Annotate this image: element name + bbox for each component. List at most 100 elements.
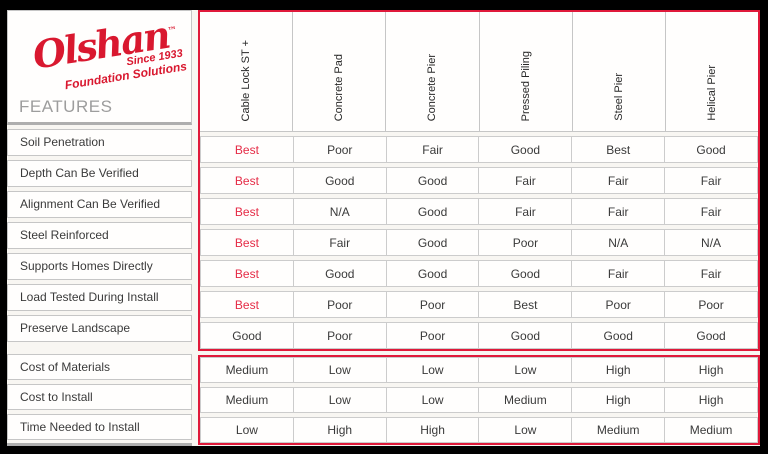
value-cell: Low [479,357,573,383]
column-header-label: Helical Pier [705,65,718,121]
features-header: FEATURES [19,96,113,116]
value-cell: Good [293,260,387,287]
value-cell: Poor [293,136,387,163]
features-column: Olshan™ Since 1933 Foundation Solutions … [7,10,192,447]
column-header-pressed-piling: Pressed Piling [479,12,573,132]
value-cell: Poor [293,291,387,318]
value-cell: Medium [479,387,573,413]
value-cell: Good [572,322,666,349]
trademark-symbol: ™ [167,25,178,37]
value-row-alignment-can-be-verified: Best N/A Good Fair Fair Fair [200,198,758,225]
value-cell: Fair [572,260,666,287]
value-cell: Low [293,387,387,413]
value-cell: Good [479,322,573,349]
value-cell: Low [386,357,480,383]
value-cell: Low [293,357,387,383]
value-cell: High [572,387,666,413]
value-cell: Best [200,198,294,225]
values-grid: Cable Lock ST + Concrete Pad Concrete Pier… [198,10,760,446]
value-cell: High [293,417,387,443]
value-cell: Good [479,260,573,287]
value-row-preserve-landscape: Good Poor Poor Good Good Good [200,322,758,349]
logo-cell: Olshan™ Since 1933 Foundation Solutions … [7,10,192,125]
value-row-load-tested-during-install: Best Poor Poor Best Poor Poor [200,291,758,318]
value-cell: Poor [665,291,758,318]
row-label-load-tested-during-install: Load Tested During Install [7,283,192,311]
row-label-steel-reinforced: Steel Reinforced [7,221,192,249]
value-cell: Best [200,229,294,256]
row-label-cost-to-install: Cost to Install [7,384,192,411]
row-label-preserve-landscape: Preserve Landscape [7,314,192,342]
value-cell: Good [386,260,480,287]
value-cell: Medium [665,417,758,443]
bottom-rule [7,443,192,447]
olshan-logo: Olshan™ Since 1933 Foundation Solutions [30,12,188,97]
comparison-table: Olshan™ Since 1933 Foundation Solutions … [7,10,760,447]
value-cell: Good [386,167,480,194]
value-cell: Fair [572,198,666,225]
value-cell: High [665,387,758,413]
value-cell: Poor [479,229,573,256]
value-cell: N/A [665,229,758,256]
value-cell: Fair [479,167,573,194]
value-cell: Low [479,417,573,443]
value-cell: N/A [293,198,387,225]
value-cell: High [665,357,758,383]
value-cell: Best [200,136,294,163]
feature-label-list: Soil Penetration Depth Can Be Verified Ali… [7,128,192,346]
value-cell: Medium [200,387,294,413]
value-row-cost-of-materials: Medium Low Low Low High High [200,357,758,383]
column-header-label: Steel Pier [612,73,625,121]
column-header-cable-lock-st: Cable Lock ST + [200,12,294,132]
value-row-soil-penetration: Best Poor Fair Good Best Good [200,136,758,163]
feature-value-rows: Best Poor Fair Good Best Good Best Good Good Fair… [200,136,758,349]
value-cell: Best [572,136,666,163]
value-cell: N/A [572,229,666,256]
column-header-label: Concrete Pad [333,53,346,121]
row-label-supports-homes-directly: Supports Homes Directly [7,252,192,280]
column-header-label: Cable Lock ST + [240,39,253,121]
value-row-cost-to-install: Medium Low Low Medium High High [200,387,758,413]
column-header-concrete-pad: Concrete Pad [293,12,387,132]
value-cell: Best [200,167,294,194]
value-cell: Low [200,417,294,443]
value-cell: Good [386,229,480,256]
value-cell: Best [200,260,294,287]
value-cell: Good [665,322,758,349]
column-header-label: Concrete Pier [426,53,439,121]
cost-label-list: Cost of Materials Cost to Install Time Nee… [7,354,192,444]
value-cell: Fair [572,167,666,194]
value-cell: Good [479,136,573,163]
row-label-alignment-can-be-verified: Alignment Can Be Verified [7,190,192,218]
value-cell: High [386,417,480,443]
value-row-steel-reinforced: Best Fair Good Poor N/A N/A [200,229,758,256]
value-cell: Fair [293,229,387,256]
column-header-label: Pressed Piling [519,50,532,121]
value-cell: High [572,357,666,383]
value-cell: Poor [572,291,666,318]
value-cell: Poor [386,322,480,349]
column-header-row: Cable Lock ST + Concrete Pad Concrete Pier… [200,12,759,132]
value-cell: Poor [293,322,387,349]
value-cell: Best [200,291,294,318]
value-row-time-needed-to-install: Low High High Low Medium Medium [200,417,758,443]
value-cell: Fair [386,136,480,163]
value-cell: Good [665,136,758,163]
value-cell: Medium [572,417,666,443]
row-label-depth-can-be-verified: Depth Can Be Verified [7,159,192,187]
row-label-time-needed-to-install: Time Needed to Install [7,414,192,441]
column-header-helical-pier: Helical Pier [665,12,759,132]
value-cell: Good [386,198,480,225]
value-row-supports-homes-directly: Best Good Good Good Fair Fair [200,260,758,287]
row-label-soil-penetration: Soil Penetration [7,128,192,156]
column-header-steel-pier: Steel Pier [572,12,666,132]
cost-value-rows: Medium Low Low Low High High Medium Low Low Mediu… [200,357,758,443]
section-divider-gap [7,346,192,351]
value-cell: Fair [665,167,758,194]
features-red-frame: Cable Lock ST + Concrete Pad Concrete Pier… [198,10,760,351]
row-label-cost-of-materials: Cost of Materials [7,354,192,381]
value-cell: Best [479,291,573,318]
column-header-concrete-pier: Concrete Pier [386,12,480,132]
value-cell: Medium [200,357,294,383]
